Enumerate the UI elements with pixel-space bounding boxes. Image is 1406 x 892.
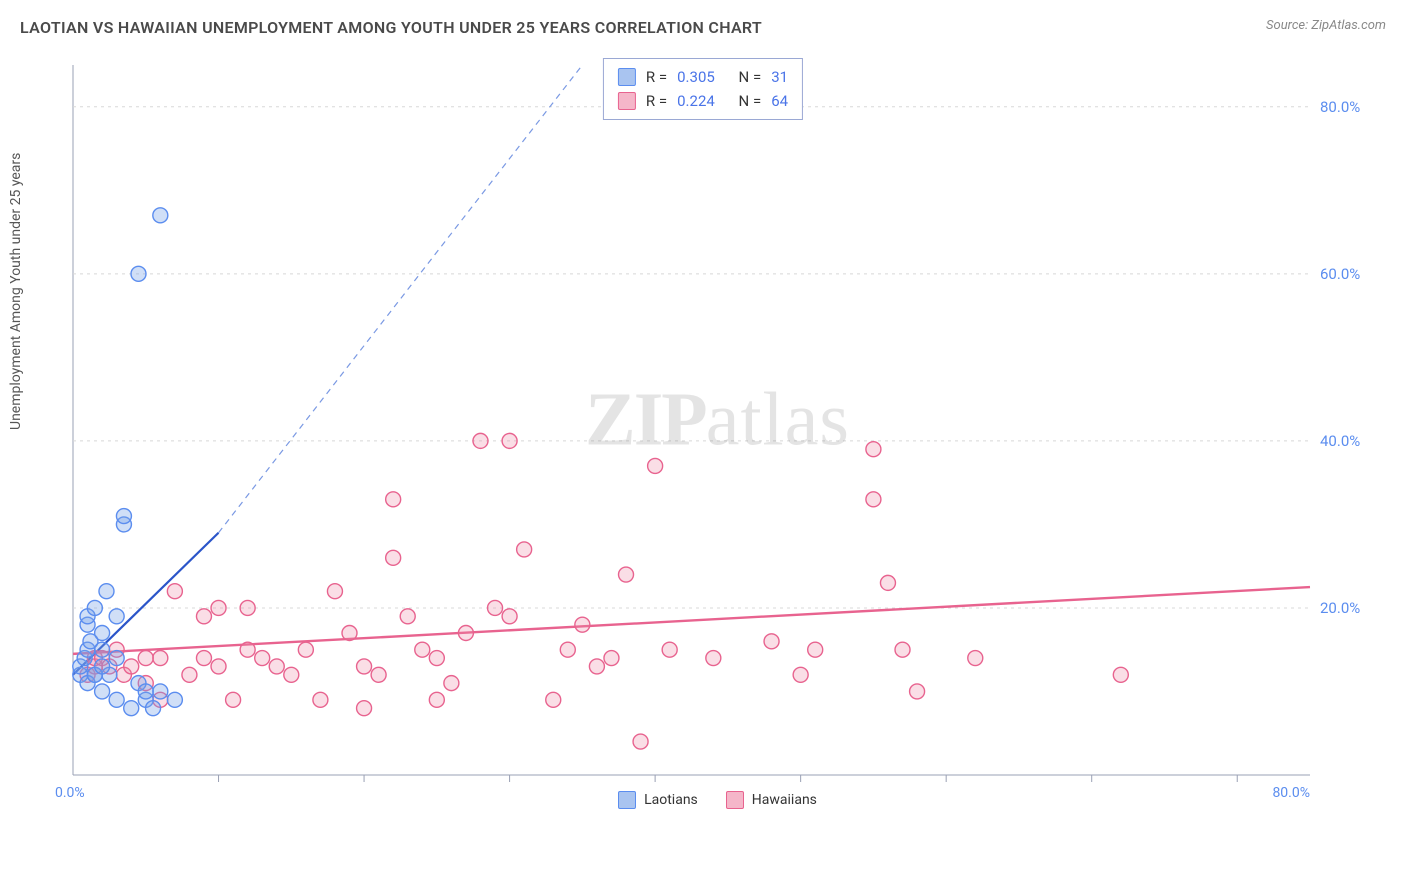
chart-area: 20.0%40.0%60.0%80.0% ZIPatlas 0.0% 80.0%… (55, 55, 1380, 815)
legend-item-hawaiians: Hawaiians (726, 791, 817, 809)
scatter-plot-svg: 20.0% 40.0% 60.0% 80.0% (55, 55, 1380, 815)
legend-item-laotians: Laotians (618, 791, 698, 809)
svg-text:20.0%: 20.0% (1320, 599, 1360, 617)
bottom-legend: Laotians Hawaiians (55, 791, 1380, 809)
legend-swatch-laotians (618, 791, 636, 809)
chart-header: LAOTIAN VS HAWAIIAN UNEMPLOYMENT AMONG Y… (0, 0, 1406, 45)
svg-text:40.0%: 40.0% (1320, 432, 1360, 450)
y-axis-label: Unemployment Among Youth under 25 years (8, 153, 24, 430)
legend-label-hawaiians: Hawaiians (752, 792, 817, 808)
svg-text:60.0%: 60.0% (1320, 265, 1360, 283)
stats-swatch-laotians (618, 68, 636, 86)
stats-row-hawaiians: R = 0.224 N = 64 (618, 89, 788, 113)
stats-row-laotians: R = 0.305 N = 31 (618, 65, 788, 89)
stats-box: R = 0.305 N = 31 R = 0.224 N = 64 (603, 58, 803, 120)
legend-label-laotians: Laotians (644, 792, 698, 808)
stats-swatch-hawaiians (618, 92, 636, 110)
chart-source: Source: ZipAtlas.com (1266, 18, 1386, 33)
legend-swatch-hawaiians (726, 791, 744, 809)
chart-title: LAOTIAN VS HAWAIIAN UNEMPLOYMENT AMONG Y… (20, 18, 762, 37)
svg-text:80.0%: 80.0% (1320, 98, 1360, 116)
